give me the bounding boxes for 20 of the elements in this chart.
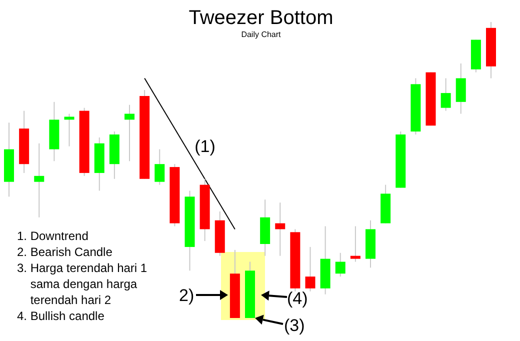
chart-title: Tweezer Bottom xyxy=(188,7,334,29)
candlestick xyxy=(124,104,134,162)
candlestick xyxy=(335,252,346,278)
annotation: 3. Harga terendah hari 1 sama dengan harga terendah hari 2 xyxy=(17,261,148,307)
annotation: 1. Downtrend xyxy=(17,229,88,243)
candlestick xyxy=(305,246,316,292)
candlestick xyxy=(275,202,286,256)
candlestick xyxy=(350,226,360,262)
candlestick xyxy=(64,113,74,147)
candlestick xyxy=(440,78,451,112)
candlestick xyxy=(154,148,165,186)
annotation: (3) xyxy=(284,316,305,335)
text: Daily Chart xyxy=(241,30,282,39)
annotation: 4. Bullish candle xyxy=(17,309,105,323)
candlestick xyxy=(456,62,466,114)
annotation: 2. Bearish Candle xyxy=(17,245,113,259)
annotation: (1) xyxy=(194,137,216,156)
annotation: 2) xyxy=(179,286,194,305)
annotation: (4) xyxy=(287,289,308,308)
candlestick xyxy=(34,142,44,218)
